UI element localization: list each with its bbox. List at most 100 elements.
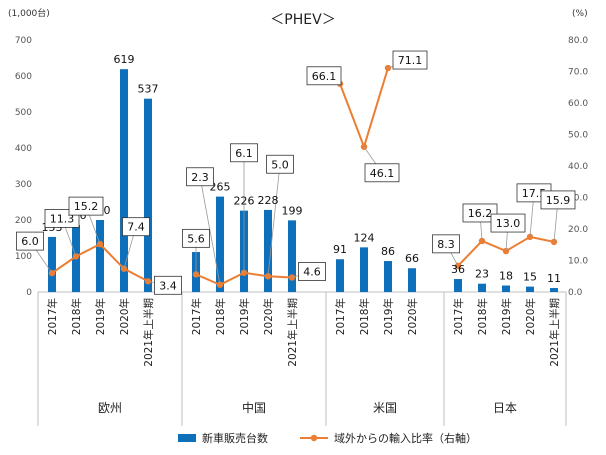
ratio-line — [339, 67, 389, 150]
y-left-tick: 500 — [15, 108, 32, 118]
bar — [288, 220, 296, 292]
ratio-leader — [267, 164, 281, 277]
bar-value-label: 91 — [333, 243, 347, 256]
ratio-label-box — [16, 231, 44, 251]
category-label: 2019年 — [500, 298, 513, 335]
bar — [502, 285, 510, 292]
y-right-tick: 30.0 — [568, 194, 588, 204]
category-label: 2019年 — [238, 298, 251, 335]
bar-value-label: 23 — [475, 268, 489, 281]
bar — [550, 288, 558, 292]
ratio-label-box — [122, 217, 150, 237]
ratio-leader — [199, 176, 221, 285]
ratio-label-box — [540, 190, 576, 210]
bar — [96, 220, 104, 292]
ratio-label: 8.3 — [437, 238, 455, 251]
category-label: 2018年 — [476, 298, 489, 335]
ratio-marker — [144, 278, 152, 285]
category-label: 2021年上半期 — [548, 298, 561, 367]
group-label: 中国 — [242, 400, 266, 415]
ratio-label: 15.2 — [74, 200, 99, 213]
y-right-tick: 20.0 — [568, 225, 588, 235]
y-left-tick: 600 — [15, 72, 32, 82]
y-right-tick: 0.0 — [568, 288, 583, 298]
legend-bar-label: 新車販売台数 — [202, 431, 268, 445]
ratio-label: 13.0 — [496, 217, 521, 230]
ratio-label: 11.3 — [50, 212, 75, 225]
ratio-label-box — [306, 66, 342, 86]
legend-bar-swatch — [178, 434, 196, 442]
category-label: 2020年 — [406, 298, 419, 335]
group-label: 日本 — [493, 401, 517, 415]
bar-value-label: 11 — [547, 272, 561, 285]
ratio-label-box — [182, 228, 210, 248]
category-label: 2021年上半期 — [286, 298, 299, 367]
ratio-label-box — [298, 262, 326, 281]
category-label: 2021年上半期 — [142, 298, 155, 367]
ratio-label: 16.2 — [468, 207, 493, 220]
ratio-label: 6.1 — [235, 147, 253, 160]
ratio-label-box — [432, 234, 460, 254]
y-left-tick: 300 — [15, 180, 32, 190]
chart-title: ＜PHEV＞ — [270, 12, 335, 28]
category-label: 2018年 — [358, 298, 371, 335]
y-left-tick: 700 — [15, 36, 32, 46]
bar — [120, 69, 128, 292]
group-label: 米国 — [373, 401, 397, 415]
bar-value-label: 18 — [499, 270, 513, 283]
bar — [478, 283, 486, 292]
bar — [144, 98, 152, 293]
category-label: 2018年 — [214, 298, 227, 335]
category-label: 2019年 — [382, 298, 395, 335]
category-label: 2018年 — [70, 298, 83, 335]
bar-value-label: 226 — [234, 195, 255, 208]
bar — [360, 247, 368, 292]
ratio-label-box — [230, 143, 258, 163]
bar — [454, 279, 462, 292]
ratio-label: 46.1 — [370, 167, 395, 180]
ratio-label: 7.4 — [127, 221, 145, 234]
category-label: 2017年 — [334, 298, 347, 335]
ratio-label: 5.0 — [271, 158, 289, 171]
bar — [526, 286, 534, 292]
ratio-label: 4.6 — [303, 266, 321, 279]
bar-value-label: 265 — [210, 181, 231, 194]
ratio-label-box — [266, 154, 294, 174]
y-right-tick: 10.0 — [568, 257, 588, 267]
bar-value-label: 86 — [381, 245, 395, 258]
ratio-label-box — [68, 196, 104, 216]
y-left-tick: 200 — [15, 216, 32, 226]
bar — [384, 261, 392, 292]
bar — [264, 209, 272, 292]
y-right-tick: 40.0 — [568, 162, 588, 172]
ratio-label: 15.9 — [546, 194, 571, 207]
group-label: 欧州 — [98, 401, 122, 415]
ratio-label-box — [490, 213, 526, 233]
category-label: 2017年 — [452, 298, 465, 335]
category-label: 2019年 — [94, 298, 107, 335]
ratio-label-box — [154, 275, 182, 295]
ratio-label: 66.1 — [312, 70, 337, 83]
category-label: 2017年 — [190, 298, 203, 335]
ratio-label: 2.3 — [191, 171, 209, 184]
ratio-label: 3.4 — [159, 279, 177, 292]
bar — [408, 268, 416, 292]
bar — [48, 236, 56, 292]
ratio-label: 17.5 — [522, 187, 547, 200]
ratio-label-box — [462, 203, 498, 223]
ratio-label-box — [186, 167, 214, 187]
bar-value-label: 15 — [523, 271, 537, 284]
y-right-unit: (%) — [572, 9, 588, 19]
category-label: 2020年 — [118, 298, 131, 335]
bar — [216, 196, 224, 292]
category-label: 2020年 — [262, 298, 275, 335]
bar-value-label: 66 — [405, 252, 419, 265]
y-right-tick: 70.0 — [568, 68, 588, 78]
bar-value-label: 199 — [282, 204, 303, 217]
y-left-tick: 0 — [26, 288, 32, 298]
category-label: 2017年 — [46, 298, 59, 335]
bar-value-label: 36 — [451, 263, 465, 276]
bar — [336, 259, 344, 292]
ratio-label: 71.1 — [398, 54, 423, 67]
